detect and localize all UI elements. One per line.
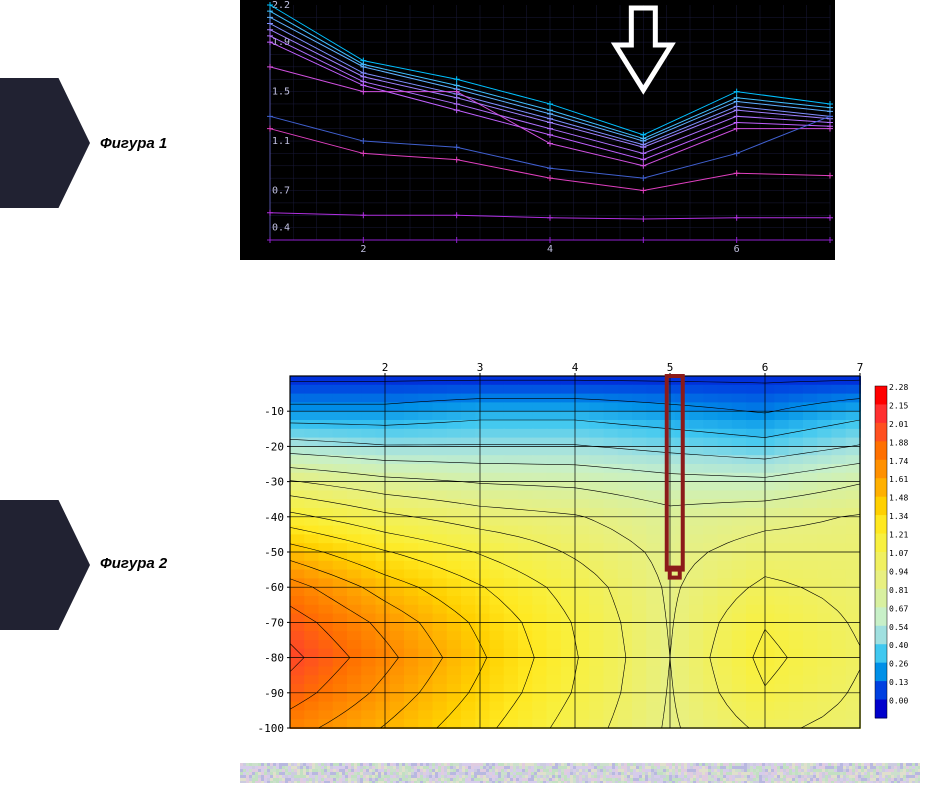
svg-text:-100: -100 bbox=[258, 722, 285, 735]
svg-text:5: 5 bbox=[667, 361, 674, 374]
svg-text:-80: -80 bbox=[264, 652, 284, 665]
svg-text:-30: -30 bbox=[264, 476, 284, 489]
svg-text:1.34: 1.34 bbox=[889, 512, 908, 521]
fig1-label-block bbox=[0, 78, 90, 208]
svg-text:-90: -90 bbox=[264, 687, 284, 700]
svg-text:1.21: 1.21 bbox=[889, 531, 908, 540]
svg-text:2.2: 2.2 bbox=[272, 0, 290, 11]
svg-text:0.00: 0.00 bbox=[889, 697, 908, 706]
svg-text:1.5: 1.5 bbox=[272, 87, 290, 98]
svg-text:1.07: 1.07 bbox=[889, 549, 908, 558]
svg-text:0.13: 0.13 bbox=[889, 678, 908, 687]
svg-text:-20: -20 bbox=[264, 440, 284, 453]
svg-text:0.4: 0.4 bbox=[272, 223, 290, 234]
svg-text:0.94: 0.94 bbox=[889, 567, 908, 576]
svg-text:2: 2 bbox=[382, 361, 389, 374]
svg-text:0.26: 0.26 bbox=[889, 660, 908, 669]
svg-text:6: 6 bbox=[762, 361, 769, 374]
svg-text:2.01: 2.01 bbox=[889, 420, 908, 429]
svg-text:0.67: 0.67 bbox=[889, 604, 908, 613]
svg-text:1.61: 1.61 bbox=[889, 475, 908, 484]
svg-text:1.88: 1.88 bbox=[889, 438, 908, 447]
svg-text:4: 4 bbox=[572, 361, 579, 374]
svg-text:0.40: 0.40 bbox=[889, 641, 908, 650]
svg-text:4: 4 bbox=[547, 244, 553, 255]
svg-text:-60: -60 bbox=[264, 581, 284, 594]
chart2-svg: 2 3 4 5 6 7 -10 -20 -30 -40 -50 -60 -70 -80 -90 -100 2.2… bbox=[240, 358, 920, 738]
svg-text:2: 2 bbox=[360, 244, 366, 255]
svg-text:2.15: 2.15 bbox=[889, 401, 908, 410]
fig2-pentagon bbox=[0, 500, 90, 630]
svg-text:-10: -10 bbox=[264, 405, 284, 418]
svg-text:-50: -50 bbox=[264, 546, 284, 559]
svg-text:2.28: 2.28 bbox=[889, 383, 908, 392]
svg-text:3: 3 bbox=[477, 361, 484, 374]
fig2-label-block bbox=[0, 500, 90, 630]
svg-text:7: 7 bbox=[857, 361, 864, 374]
svg-text:1.1: 1.1 bbox=[272, 136, 290, 147]
svg-text:-40: -40 bbox=[264, 511, 284, 524]
bottom-strip bbox=[240, 763, 920, 783]
svg-text:0.54: 0.54 bbox=[889, 623, 908, 632]
svg-text:0.7: 0.7 bbox=[272, 186, 290, 197]
svg-text:0.81: 0.81 bbox=[889, 586, 908, 595]
chart1-container: 0.40.71.11.51.92.2246 bbox=[240, 0, 835, 260]
chart2-container: 2 3 4 5 6 7 -10 -20 -30 -40 -50 -60 -70 -80 -90 -100 2.2… bbox=[240, 358, 920, 738]
svg-text:6: 6 bbox=[734, 244, 740, 255]
fig1-label: Фигура 1 bbox=[100, 135, 167, 152]
svg-text:1.48: 1.48 bbox=[889, 494, 908, 503]
fig2-label: Фигура 2 bbox=[100, 555, 167, 572]
bottom-strip-svg bbox=[240, 763, 920, 783]
svg-text:-70: -70 bbox=[264, 616, 284, 629]
chart1-svg: 0.40.71.11.51.92.2246 bbox=[240, 0, 835, 260]
fig1-pentagon bbox=[0, 78, 90, 208]
svg-text:1.74: 1.74 bbox=[889, 457, 908, 466]
